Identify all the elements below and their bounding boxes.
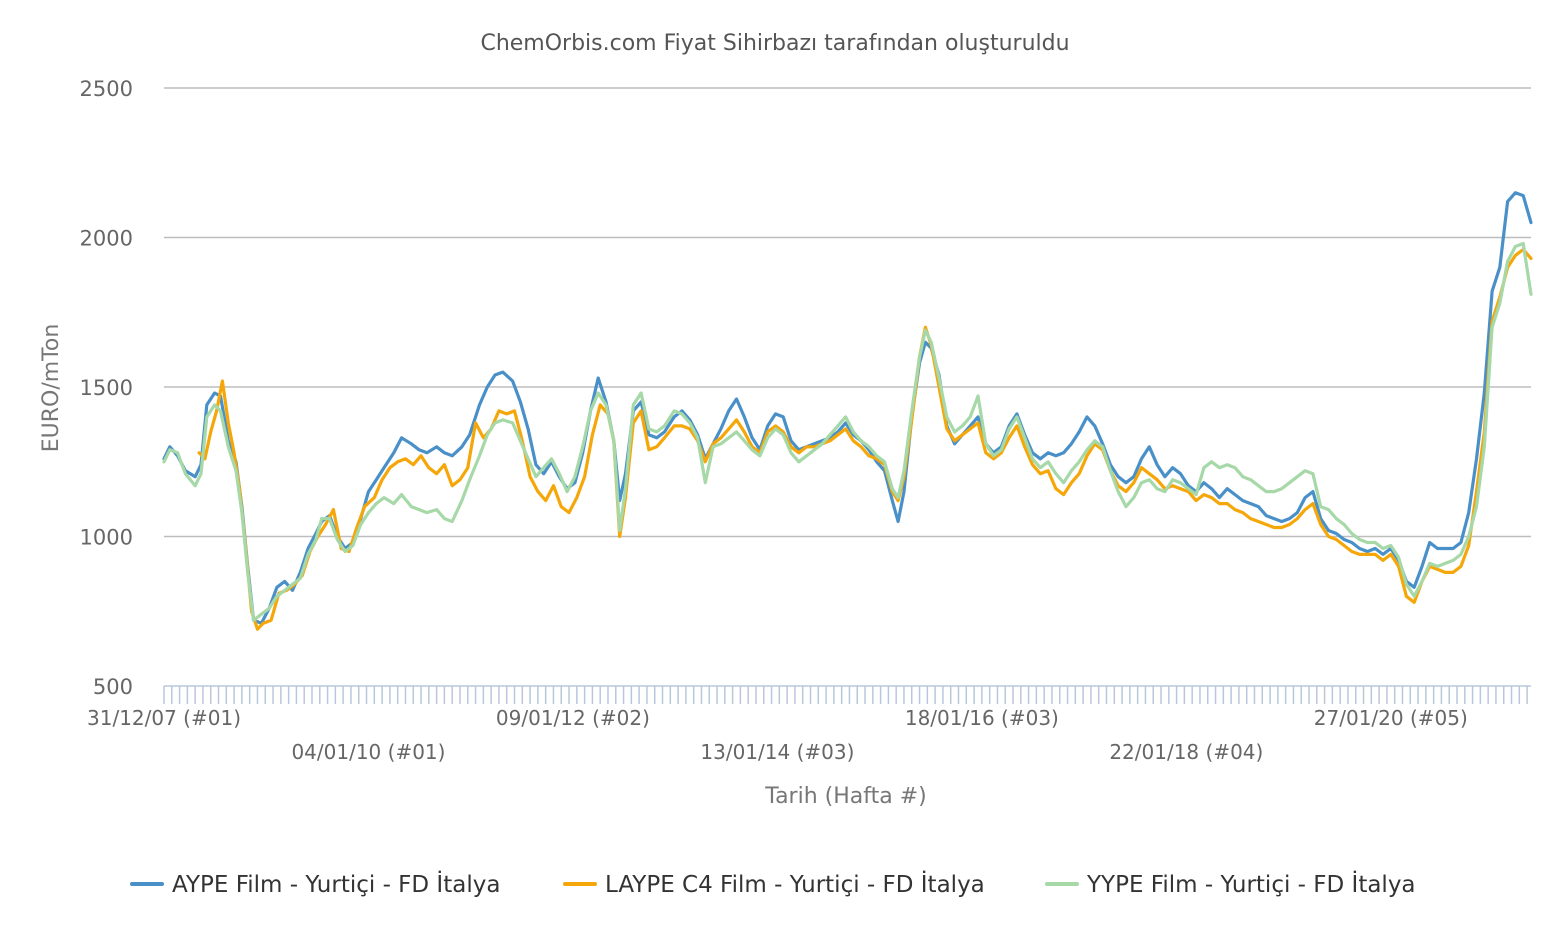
legend-label: LAYPE C4 Film - Yurtiçi - FD İtalya bbox=[605, 870, 985, 898]
y-tick-label: 2000 bbox=[80, 227, 133, 251]
series-line-2 bbox=[197, 247, 1533, 631]
x-minor-ticks bbox=[163, 685, 1531, 704]
chart-title: ChemOrbis.com Fiyat Sihirbazı tarafından… bbox=[480, 31, 1069, 56]
y-tick-label: 500 bbox=[93, 675, 133, 699]
legend: AYPE Film - Yurtiçi - FD İtalya LAYPE C4 … bbox=[130, 870, 1416, 898]
y-tick-label: 1000 bbox=[80, 526, 133, 550]
x-tick-label: 04/01/10 (#01) bbox=[291, 740, 445, 764]
x-tick-label: 09/01/12 (#02) bbox=[496, 706, 650, 730]
legend-item-1[interactable]: AYPE Film - Yurtiçi - FD İtalya bbox=[130, 870, 500, 898]
legend-item-2[interactable]: LAYPE C4 Film - Yurtiçi - FD İtalya bbox=[563, 870, 985, 898]
x-tick-label: 13/01/14 (#03) bbox=[700, 740, 854, 764]
x-tick-labels: 31/12/07 (#01) 04/01/10 (#01) 09/01/12 (#0… bbox=[87, 706, 1468, 764]
x-tick-label: 31/12/07 (#01) bbox=[87, 706, 241, 730]
series-line-1 bbox=[162, 191, 1533, 625]
x-tick-label: 27/01/20 (#05) bbox=[1314, 706, 1468, 730]
x-tick-label: 18/01/16 (#03) bbox=[905, 706, 1059, 730]
y-tick-labels: 500 1000 1500 2000 2500 bbox=[80, 77, 133, 699]
y-tick-label: 1500 bbox=[80, 376, 133, 400]
y-tick-label: 2500 bbox=[80, 77, 133, 101]
legend-item-3[interactable]: YYPE Film - Yurtiçi - FD İtalya bbox=[1045, 870, 1416, 898]
y-axis-label: EURO/mTon bbox=[39, 324, 64, 453]
x-tick-label: 22/01/18 (#04) bbox=[1109, 740, 1263, 764]
gridlines bbox=[164, 87, 1531, 538]
series-lines bbox=[162, 191, 1533, 631]
series-line-3 bbox=[162, 241, 1533, 622]
legend-label: YYPE Film - Yurtiçi - FD İtalya bbox=[1086, 870, 1416, 898]
legend-label: AYPE Film - Yurtiçi - FD İtalya bbox=[172, 870, 500, 898]
x-axis-label: Tarih (Hafta #) bbox=[764, 784, 926, 809]
